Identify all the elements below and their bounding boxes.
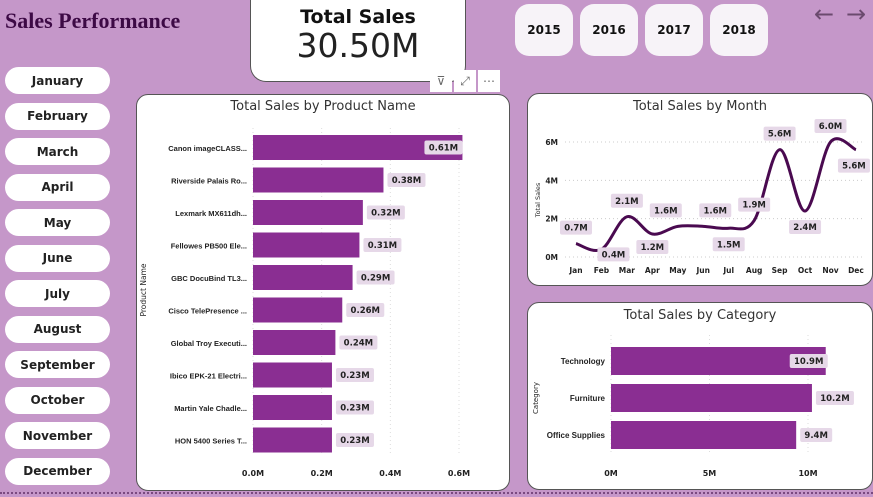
month-button-february[interactable]: February: [5, 102, 110, 130]
year-button-2016[interactable]: 2016: [580, 4, 638, 56]
forward-arrow-icon[interactable]: →: [846, 0, 867, 28]
visual-header-icons: ⊽ ⤢ ⋯: [430, 70, 500, 92]
month-button-may[interactable]: May: [5, 209, 110, 236]
category-chart-panel: Total Sales by Category: [527, 302, 873, 490]
focus-mode-icon[interactable]: ⤢: [454, 70, 476, 92]
filter-icon[interactable]: ⊽: [430, 70, 452, 92]
year-button-2018[interactable]: 2018: [710, 4, 768, 56]
year-button-2017[interactable]: 2017: [645, 4, 703, 56]
month-button-january[interactable]: January: [5, 67, 110, 94]
product-chart-panel: Total Sales by Product Name: [136, 94, 510, 491]
chart-title: Total Sales by Month: [632, 99, 768, 114]
month-button-november[interactable]: November: [5, 422, 110, 449]
month-button-june[interactable]: June: [5, 244, 110, 272]
month-button-march[interactable]: March: [5, 138, 110, 165]
month-button-april[interactable]: April: [5, 173, 110, 201]
month-chart-panel: Total Sales by Month: [527, 93, 873, 286]
month-button-july[interactable]: July: [5, 280, 110, 307]
chart-title: Total Sales by Category: [623, 308, 777, 323]
divider: [0, 492, 873, 494]
chart-title: Total Sales by Product Name: [230, 99, 416, 114]
kpi-value: 30.50M: [296, 26, 420, 65]
month-button-september[interactable]: September: [5, 351, 110, 378]
page-title: Sales Performance: [5, 8, 181, 33]
month-button-december[interactable]: December: [5, 457, 110, 485]
year-button-2015[interactable]: 2015: [515, 4, 573, 56]
month-button-august[interactable]: August: [5, 315, 110, 343]
more-options-icon[interactable]: ⋯: [478, 70, 500, 92]
kpi-label: Total Sales: [300, 6, 416, 28]
month-button-october[interactable]: October: [5, 386, 110, 414]
total-sales-card: Total Sales 30.50M: [250, 0, 466, 82]
back-arrow-icon[interactable]: ←: [814, 0, 835, 28]
